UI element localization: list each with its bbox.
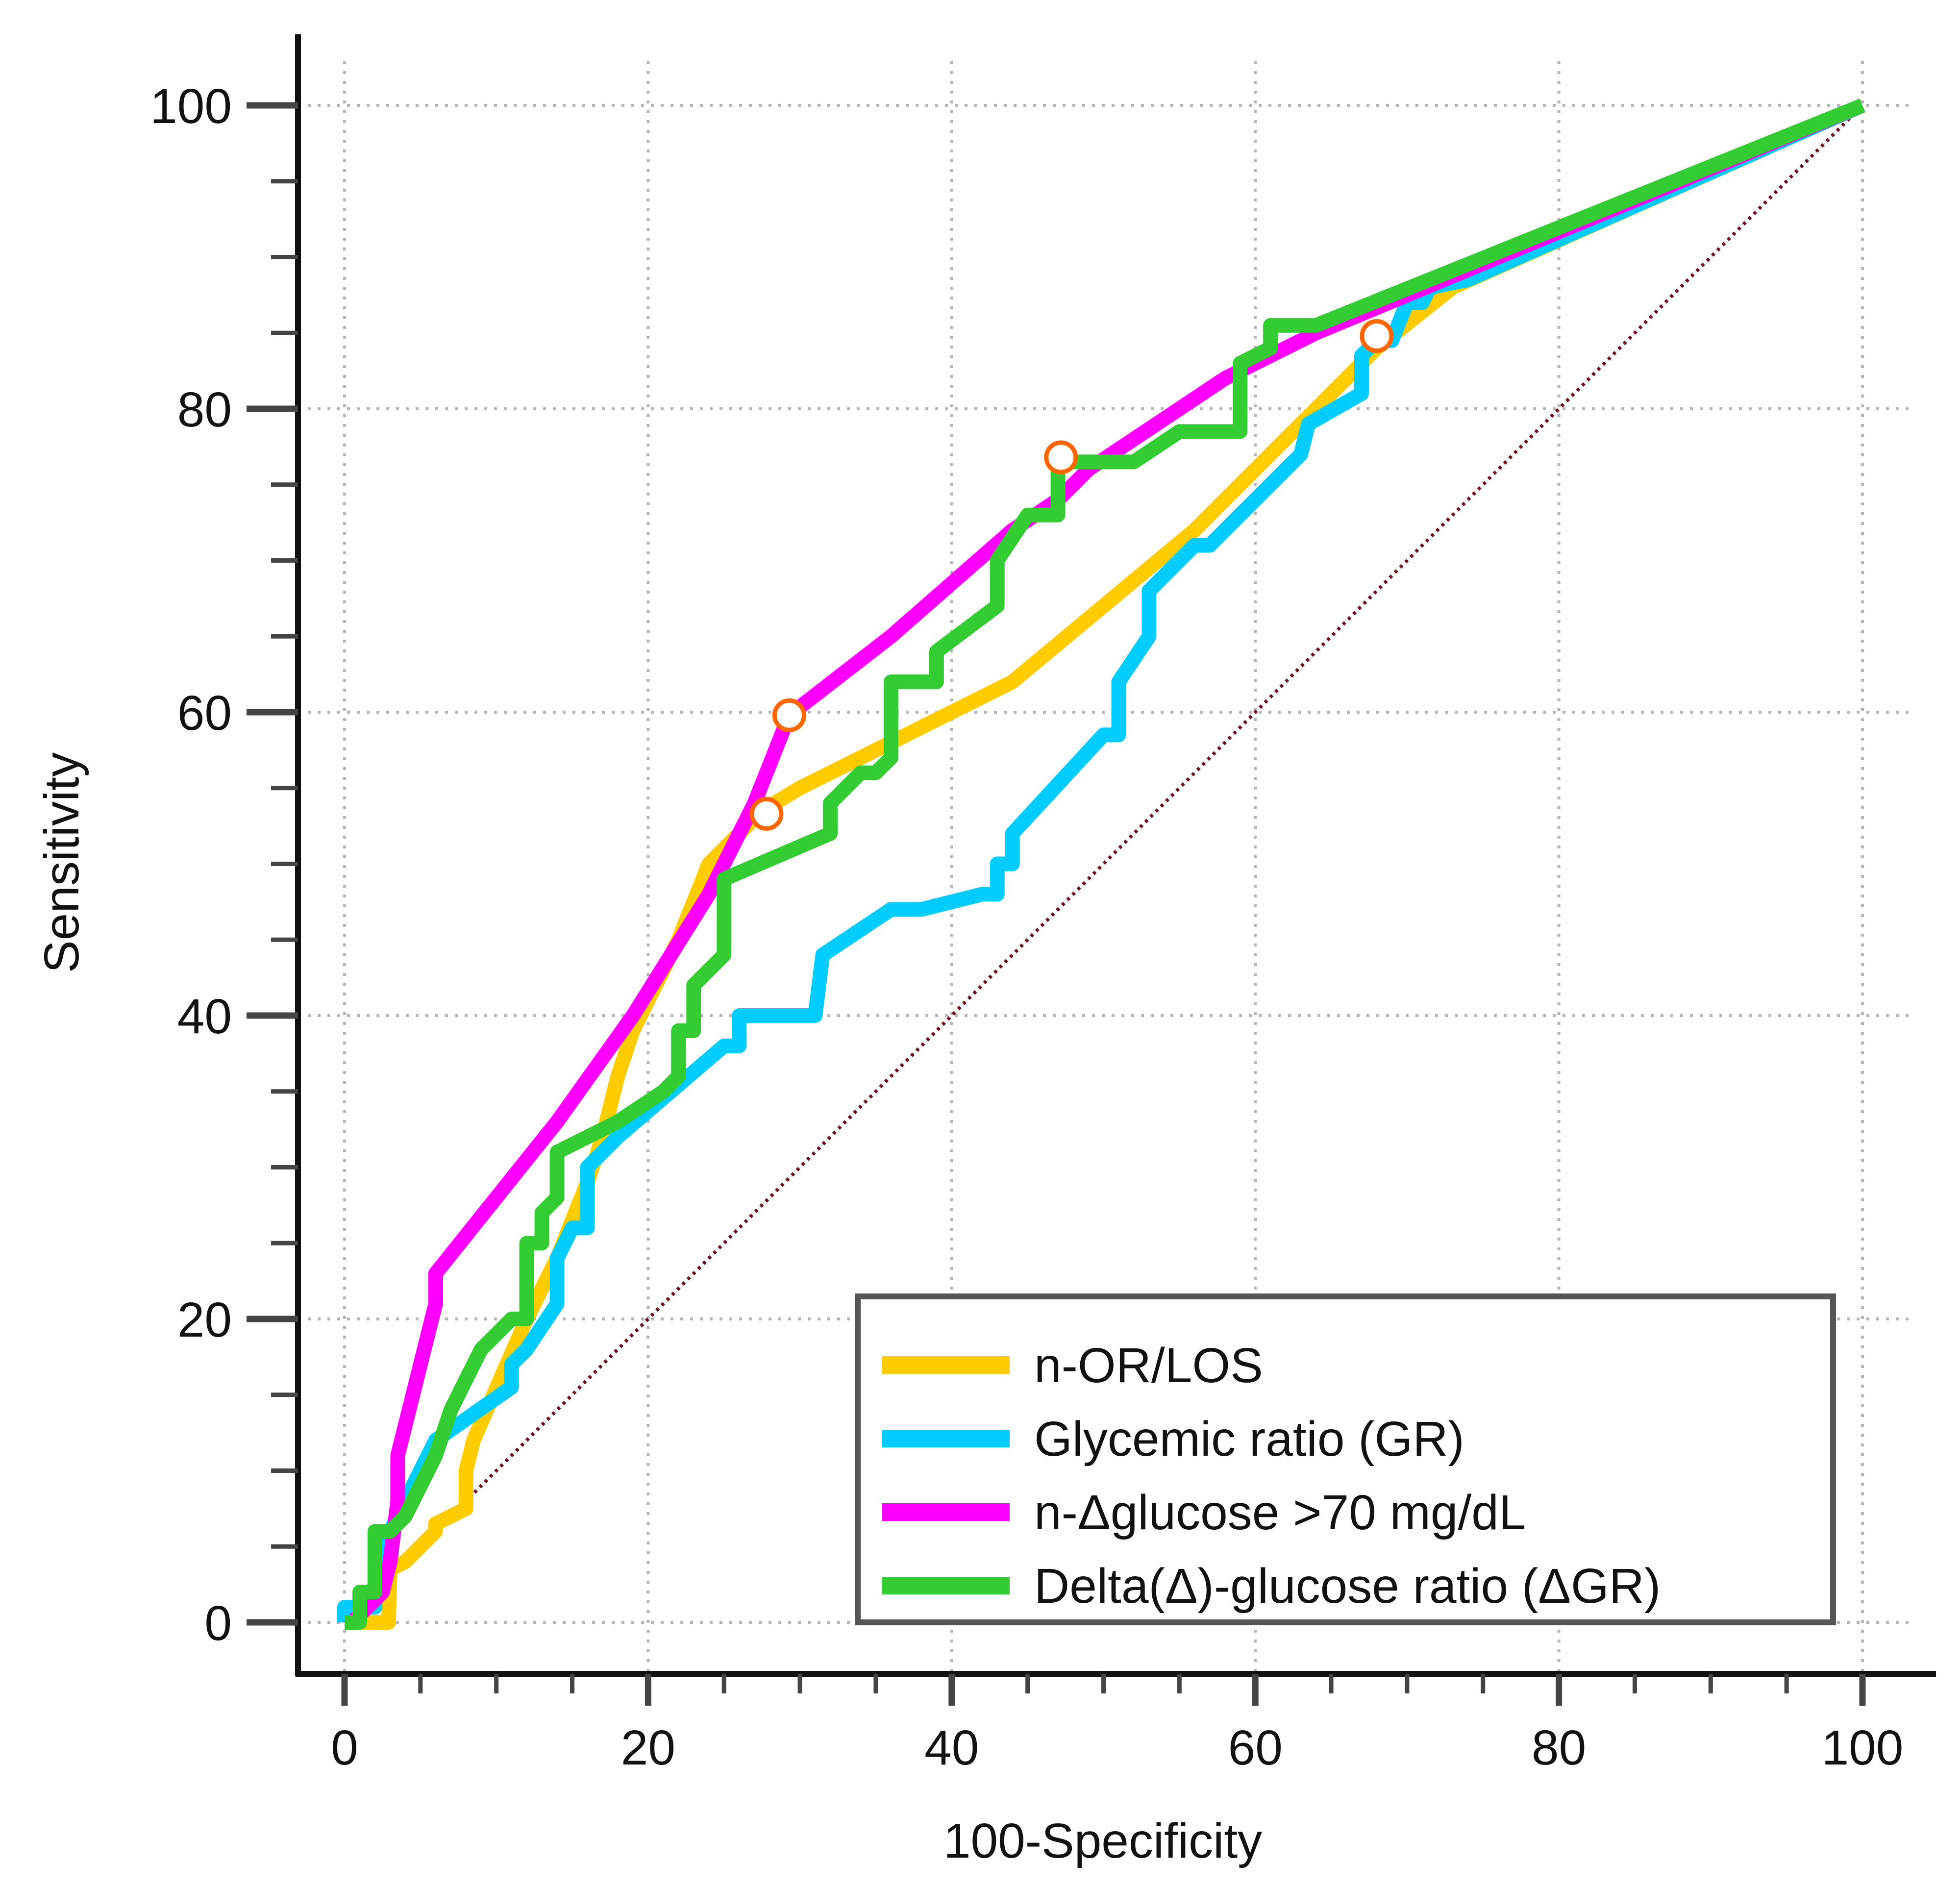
plot-area [337, 99, 1866, 1630]
series-line-3 [347, 99, 1865, 1628]
x-tick-label: 0 [331, 1720, 358, 1775]
x-tick-label: 60 [1228, 1720, 1283, 1775]
legend-frame [855, 1293, 1836, 1625]
x-tick-label: 80 [1532, 1720, 1586, 1775]
x-axis-title: 100-Specificity [943, 1814, 1262, 1868]
series-line-2 [337, 99, 1866, 1622]
x-tick-label: 40 [924, 1720, 979, 1775]
cutoff-point [772, 698, 806, 732]
cutoff-point [749, 796, 784, 831]
x-tick-label: 20 [621, 1720, 675, 1775]
series-line-1 [345, 99, 1866, 1630]
legend-label: Glycemic ratio (GR) [1034, 1412, 1464, 1466]
y-tick-label: 40 [177, 989, 232, 1044]
y-tick-label: 60 [177, 686, 232, 741]
reference-diagonal [343, 104, 1864, 1624]
y-tick-label: 80 [177, 382, 232, 437]
cutoff-point [1360, 319, 1394, 353]
y-tick-label: 0 [204, 1596, 232, 1651]
y-tick-label: 20 [177, 1292, 232, 1347]
series-line-4 [345, 99, 1865, 1630]
legend-label: n-Δglucose >70 mg/dL [1034, 1485, 1526, 1540]
legend: n-OR/LOS Glycemic ratio (GR) n-Δglucose >7… [855, 1293, 1836, 1625]
cutoff-markers [749, 319, 1394, 831]
y-tick-label: 100 [150, 79, 232, 134]
reference-line [343, 104, 1864, 1624]
y-axis-title: Sensitivity [34, 752, 89, 973]
axes: 0 20 40 60 80 100 0 20 40 60 80 100 [150, 34, 1936, 1775]
legend-label: Delta(Δ)-glucose ratio (ΔGR) [1034, 1559, 1661, 1614]
cutoff-point [1044, 440, 1078, 474]
x-tick-label: 100 [1822, 1720, 1904, 1775]
legend-label: n-OR/LOS [1034, 1338, 1263, 1393]
